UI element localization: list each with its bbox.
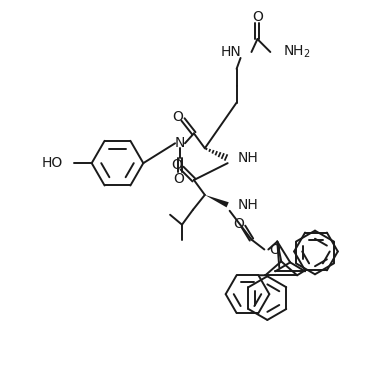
Text: O: O: [172, 158, 182, 172]
Text: NH: NH: [238, 151, 258, 165]
Text: O: O: [269, 243, 280, 257]
Text: HN: HN: [221, 45, 242, 59]
Text: O: O: [173, 110, 184, 123]
Text: NH: NH: [238, 198, 258, 212]
Polygon shape: [205, 195, 229, 207]
Text: HO: HO: [42, 156, 63, 170]
Text: O: O: [233, 217, 244, 231]
Text: N: N: [175, 136, 185, 150]
Text: NH$_2$: NH$_2$: [283, 44, 311, 60]
Text: O: O: [252, 10, 263, 24]
Text: O: O: [174, 172, 184, 186]
